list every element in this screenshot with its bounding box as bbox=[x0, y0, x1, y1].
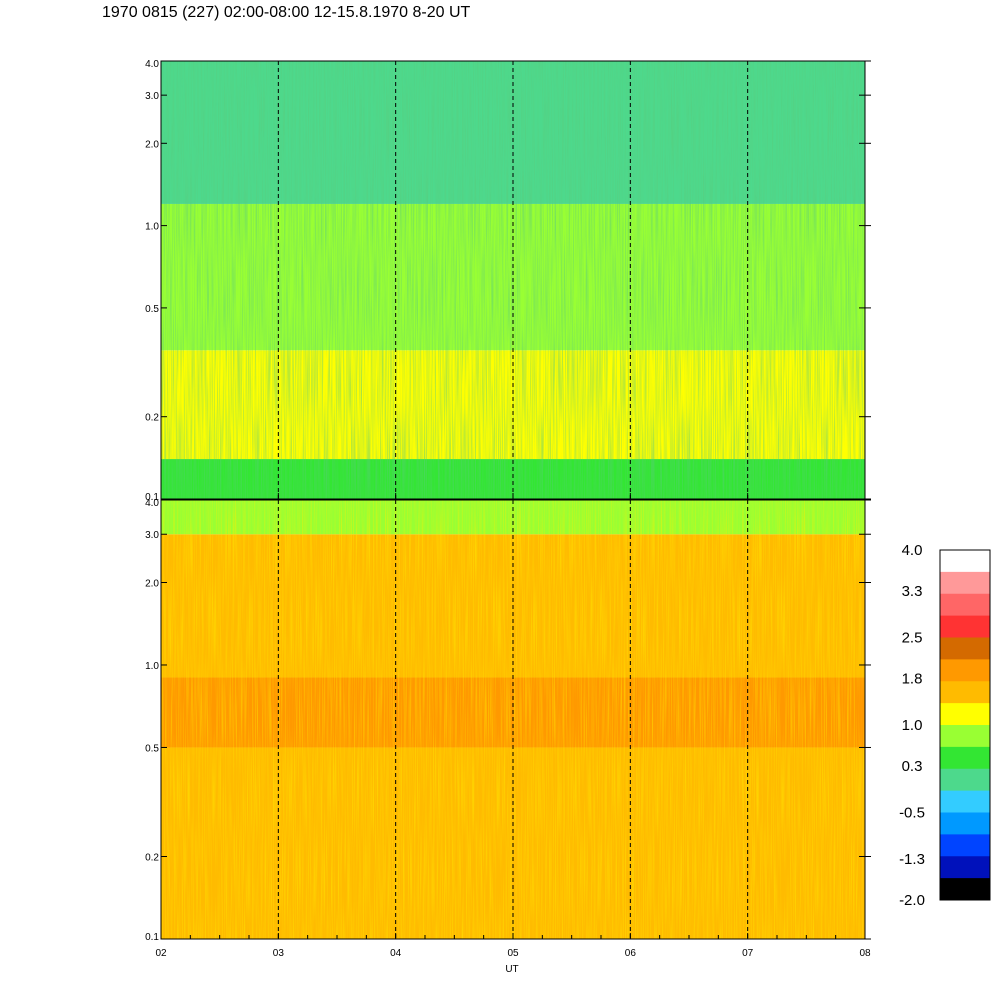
upper-ytick-label: 3.0 bbox=[145, 91, 159, 102]
x-tick-label: 02 bbox=[155, 948, 167, 959]
lower-ytick-label: 1.0 bbox=[145, 661, 159, 672]
colorbar-swatch bbox=[940, 571, 990, 595]
chart-title: 1970 0815 (227) 02:00-08:00 12-15.8.1970… bbox=[102, 4, 471, 21]
lower-ytick-label: 2.0 bbox=[145, 578, 159, 589]
colorbar-label: 0.3 bbox=[902, 758, 923, 775]
colorbar-swatch bbox=[940, 790, 990, 813]
lower-ytick-label: 0.2 bbox=[145, 853, 159, 864]
colorbar-swatch bbox=[940, 725, 990, 748]
colorbar: 4.0 3.3 2.5 1.8 1.0 0.3 -0.5 -1.3 -2.0 bbox=[899, 542, 991, 909]
colorbar-label: -0.5 bbox=[899, 805, 925, 822]
colorbar-swatch bbox=[940, 681, 990, 704]
colorbar-swatch bbox=[940, 615, 990, 638]
x-tick-label: 03 bbox=[273, 948, 285, 959]
x-tick-label: 04 bbox=[390, 948, 402, 959]
colorbar-swatch bbox=[940, 834, 990, 857]
upper-panel: 0.1 0.2 0.5 1.0 2.0 3.0 4.0 bbox=[145, 59, 871, 503]
colorbar-swatch bbox=[940, 856, 990, 879]
lower-ytick-label: 4.0 bbox=[145, 498, 159, 509]
colorbar-swatch bbox=[940, 659, 990, 682]
colorbar-swatch bbox=[940, 637, 990, 660]
lower-panel: 0.1 0.2 0.5 1.0 2.0 3.0 4.0 bbox=[145, 498, 871, 943]
colorbar-label: 4.0 bbox=[902, 542, 923, 559]
colorbar-swatch bbox=[940, 550, 990, 573]
lower-ytick-label: 3.0 bbox=[145, 530, 159, 541]
lower-time-markers bbox=[277, 500, 749, 939]
x-tick-label: 07 bbox=[742, 948, 754, 959]
upper-ytick-label: 4.0 bbox=[145, 59, 159, 70]
upper-ytick-label: 1.0 bbox=[145, 222, 159, 233]
colorbar-swatch bbox=[940, 703, 990, 726]
colorbar-label: 1.8 bbox=[902, 670, 923, 687]
upper-ytick-label: 0.1 bbox=[145, 492, 159, 503]
upper-ytick-label: 2.0 bbox=[145, 139, 159, 150]
colorbar-swatch bbox=[940, 746, 990, 770]
x-tick-label: 06 bbox=[625, 948, 637, 959]
upper-time-markers bbox=[277, 61, 749, 499]
colorbar-label: 1.0 bbox=[902, 717, 923, 734]
x-tick-label: 05 bbox=[507, 948, 519, 959]
colorbar-swatch bbox=[940, 878, 990, 901]
colorbar-swatch bbox=[940, 812, 990, 835]
lower-ytick-label: 0.1 bbox=[145, 932, 159, 943]
lower-y-axis: 0.1 0.2 0.5 1.0 2.0 3.0 4.0 bbox=[145, 498, 871, 943]
colorbar-swatch bbox=[940, 593, 990, 617]
upper-ytick-label: 0.2 bbox=[145, 413, 159, 424]
lower-ytick-label: 0.5 bbox=[145, 743, 159, 754]
x-tick-label: 08 bbox=[859, 948, 871, 959]
colorbar-label: 3.3 bbox=[902, 583, 923, 600]
x-axis: 02 03 04 05 06 07 08 bbox=[155, 493, 871, 959]
colorbar-label: -1.3 bbox=[899, 851, 925, 868]
colorbar-frame bbox=[939, 549, 991, 901]
upper-ytick-label: 0.5 bbox=[145, 304, 159, 315]
x-axis-label: UT bbox=[505, 964, 518, 975]
colorbar-label: 2.5 bbox=[902, 630, 923, 647]
colorbar-label: -2.0 bbox=[899, 892, 925, 909]
colorbar-swatch bbox=[940, 768, 990, 792]
